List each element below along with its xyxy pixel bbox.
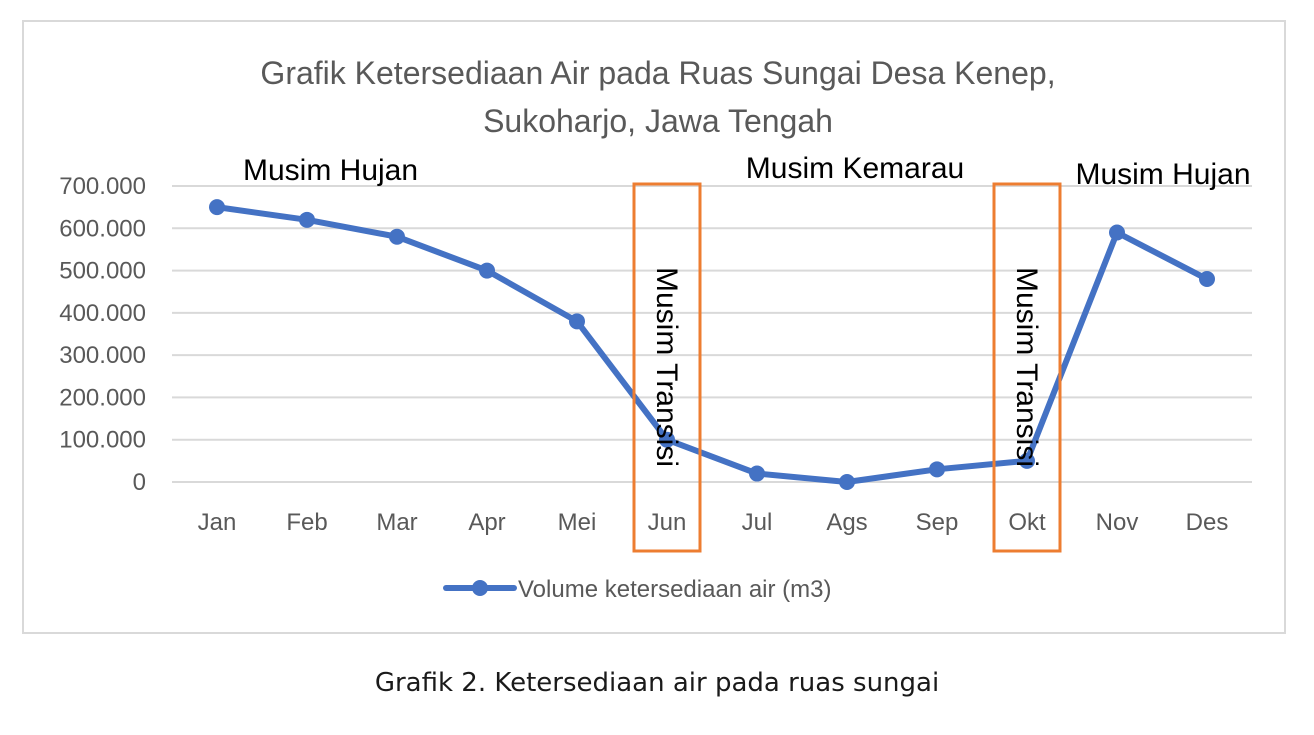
x-tick-label: Nov: [1096, 509, 1139, 536]
legend-marker: [472, 580, 488, 596]
chart-title-line-2: Sukoharjo, Jawa Tengah: [483, 103, 833, 139]
y-tick-label: 100.000: [59, 427, 146, 454]
transition-label-1: Musim Transisi: [650, 267, 683, 467]
x-tick-label: Ags: [826, 509, 867, 536]
chart-frame: Grafik Ketersediaan Air pada Ruas Sungai…: [22, 20, 1286, 634]
data-point: [1019, 452, 1035, 469]
x-tick-label: Des: [1186, 509, 1229, 536]
line-chart: Grafik Ketersediaan Air pada Ruas Sungai…: [59, 55, 1252, 603]
series-line: [214, 204, 1210, 485]
data-point: [569, 313, 585, 330]
y-tick-label: 0: [133, 469, 146, 496]
data-point: [839, 474, 855, 490]
y-tick-label: 500.000: [59, 258, 146, 285]
data-point: [209, 199, 225, 216]
transition-label-2: Musim Transisi: [1010, 267, 1043, 467]
y-tick-label: 400.000: [59, 300, 146, 327]
x-tick-label: Sep: [916, 509, 959, 536]
x-tick-label: Mar: [376, 509, 417, 536]
transition-box-2: [992, 182, 1062, 553]
x-tick-label: Jul: [742, 509, 773, 536]
data-point: [299, 211, 315, 228]
data-point: [749, 465, 765, 482]
y-tick-label: 600.000: [59, 215, 146, 242]
chart-title-line-1: Grafik Ketersediaan Air pada Ruas Sungai…: [260, 55, 1055, 91]
y-tick-label: 200.000: [59, 384, 146, 411]
x-tick-label: Jun: [648, 509, 687, 536]
y-tick-label: 700.000: [59, 173, 146, 200]
x-tick-label: Apr: [468, 509, 505, 536]
season-label-1: Musim Hujan: [243, 154, 418, 187]
x-tick-label: Jan: [198, 509, 237, 536]
transition-box-1: [632, 182, 702, 553]
data-point: [1199, 271, 1215, 288]
legend-label: Volume ketersediaan air (m3): [518, 576, 831, 603]
x-tick-label: Mei: [558, 509, 597, 536]
x-tick-label: Okt: [1008, 509, 1046, 536]
season-label-2: Musim Kemarau: [746, 152, 964, 185]
x-tick-label: Feb: [286, 509, 327, 536]
data-point: [389, 228, 405, 245]
season-label-3: Musim Hujan: [1075, 158, 1250, 191]
data-point: [1109, 224, 1125, 241]
y-tick-label: 300.000: [59, 342, 146, 369]
figure-caption: Grafik 2. Ketersediaan air pada ruas sun…: [374, 668, 940, 698]
data-point: [929, 461, 945, 478]
data-point: [479, 262, 495, 279]
data-point: [659, 431, 675, 448]
